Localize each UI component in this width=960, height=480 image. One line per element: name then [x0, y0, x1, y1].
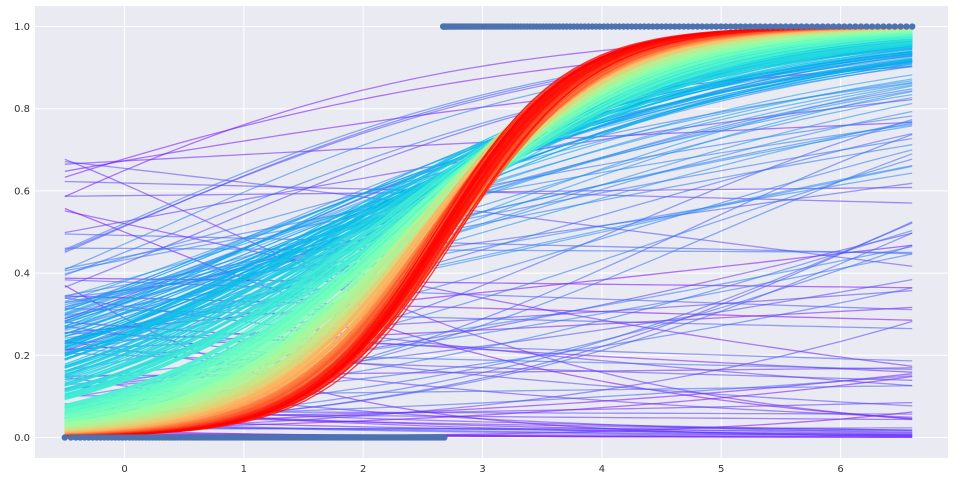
data-point	[680, 23, 687, 30]
x-axis-ticks: 0 1 2 3 4 5 6	[121, 464, 843, 475]
data-point	[852, 23, 859, 30]
y-axis-ticks: 0.0 0.2 0.4 0.6 0.8 1.0	[14, 22, 30, 444]
y-tick-label: 0.2	[14, 351, 30, 362]
x-tick-label: 5	[718, 464, 724, 475]
data-point	[841, 23, 848, 30]
data-point	[874, 23, 881, 30]
x-tick-label: 6	[837, 464, 843, 475]
data-point	[792, 23, 800, 30]
y-tick-label: 0.4	[14, 269, 30, 280]
data-point	[717, 23, 725, 30]
data-point	[857, 23, 865, 30]
y-tick-label: 0.0	[14, 433, 30, 444]
data-point	[787, 23, 795, 30]
fit-curve	[64, 123, 913, 272]
fit-curve	[64, 26, 913, 438]
data-point	[777, 23, 784, 30]
x-tick-label: 2	[360, 464, 366, 475]
data-point	[703, 23, 711, 30]
data-point	[824, 23, 832, 30]
x-tick-label: 0	[121, 464, 127, 475]
fit-curve	[64, 160, 913, 267]
x-tick-label: 1	[241, 464, 247, 475]
data-point	[732, 23, 739, 30]
y-tick-label: 0.8	[14, 104, 30, 115]
data-point	[908, 23, 916, 30]
data-point	[808, 23, 816, 30]
data-point	[803, 23, 810, 30]
data-point	[698, 23, 706, 30]
data-point	[747, 23, 754, 30]
y-tick-label: 0.6	[14, 186, 30, 197]
data-point	[798, 23, 805, 30]
data-point	[737, 23, 744, 30]
data-point	[667, 23, 674, 30]
data-point	[903, 23, 910, 30]
y-tick-label: 1.0	[14, 22, 30, 33]
data-point	[782, 23, 789, 30]
data-point	[67, 434, 75, 441]
data-point	[722, 23, 730, 30]
data-point	[685, 23, 692, 30]
data-point	[727, 23, 734, 30]
data-point	[61, 434, 69, 441]
x-tick-label: 3	[479, 464, 485, 475]
data-point	[713, 23, 720, 30]
data-point	[835, 23, 843, 30]
data-point	[662, 23, 670, 30]
data-point	[891, 23, 899, 30]
data-point	[708, 23, 715, 30]
data-point	[72, 434, 80, 441]
fit-curves	[64, 26, 913, 438]
data-point	[863, 23, 870, 30]
data-point	[752, 23, 759, 30]
data-point	[830, 23, 837, 30]
data-point	[742, 23, 749, 30]
fit-curve	[64, 247, 913, 254]
data-point	[819, 23, 826, 30]
data-point	[694, 23, 701, 30]
data-point	[762, 23, 769, 30]
data-point	[814, 23, 821, 30]
data-point	[885, 23, 893, 30]
data-point	[689, 23, 697, 30]
data-point	[658, 23, 665, 30]
data-point	[757, 23, 764, 30]
data-point	[897, 23, 904, 30]
data-point	[671, 23, 678, 30]
data-point	[772, 23, 779, 30]
fit-curve	[64, 158, 913, 420]
data-point	[868, 23, 876, 30]
data-point	[767, 23, 774, 30]
data-point	[441, 434, 448, 441]
data-point	[676, 23, 683, 30]
fit-curve	[64, 253, 913, 386]
fit-curve	[64, 297, 913, 387]
x-tick-label: 4	[599, 464, 605, 475]
fit-curve	[64, 182, 913, 299]
data-point	[880, 23, 887, 30]
data-points	[61, 23, 916, 441]
fit-curve	[64, 233, 913, 255]
data-point	[846, 23, 854, 30]
